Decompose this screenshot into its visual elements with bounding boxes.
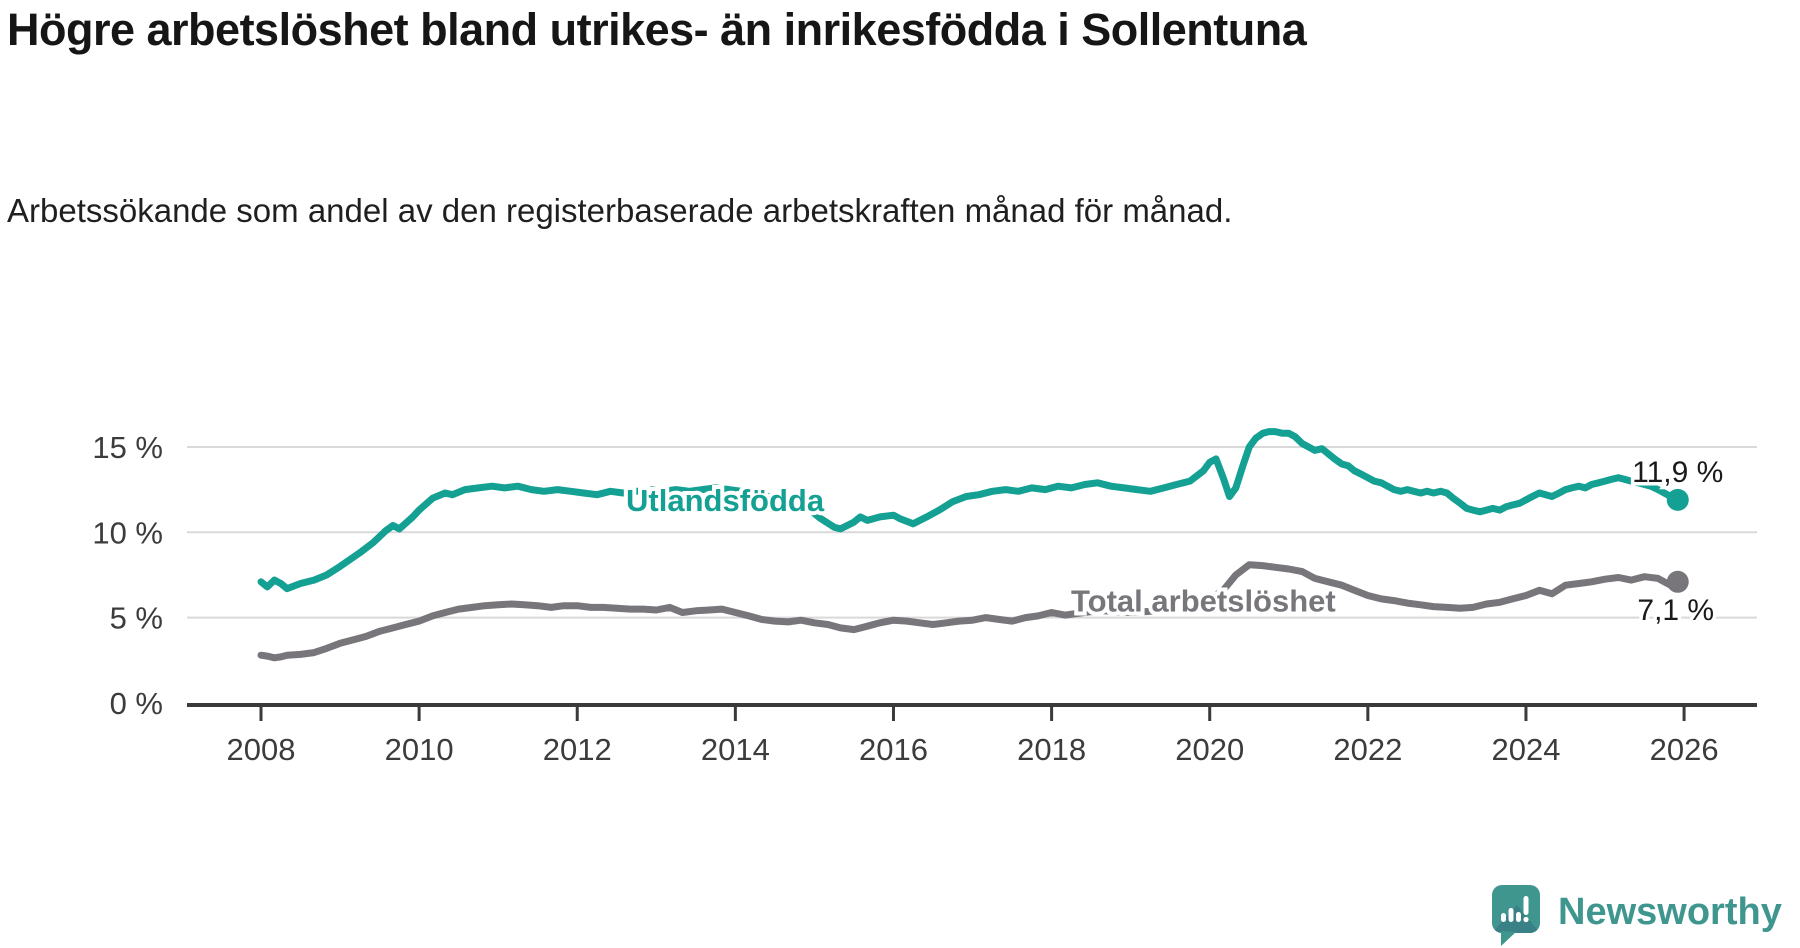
x-axis-tick-label: 2024	[1491, 732, 1560, 767]
series-end-dot	[1666, 570, 1689, 593]
series-inline-label: Total arbetslöshet	[1071, 584, 1336, 619]
y-axis-tick-label: 10 %	[92, 515, 163, 550]
x-axis-tick-label: 2018	[1017, 732, 1086, 767]
series-inline-label: Utlandsfödda	[626, 483, 825, 518]
newsworthy-bars-bubble-icon	[1492, 885, 1540, 946]
series-end-value-label: 7,1 %	[1637, 594, 1714, 627]
series-line-utlandsfodda	[257, 428, 1682, 593]
y-axis-tick-label: 15 %	[92, 430, 163, 465]
y-axis-tick-label: 0 %	[110, 686, 163, 721]
series-line-total-arbetsloshet	[257, 561, 1682, 662]
x-axis-tick-label: 2014	[701, 732, 770, 767]
x-axis-tick-label: 2012	[543, 732, 612, 767]
x-axis-tick-label: 2020	[1175, 732, 1244, 767]
brand-wordmark: Newsworthy	[1558, 891, 1782, 933]
series-end-value-label: 11,9 %	[1632, 456, 1723, 489]
chart-title: Högre arbetslöshet bland utrikes- än inr…	[7, 4, 1307, 55]
chart-subtitle: Arbetssökande som andel av den registerb…	[7, 192, 1233, 229]
x-axis-tick-label: 2026	[1650, 732, 1719, 767]
y-axis-tick-label: 5 %	[110, 601, 163, 636]
branding: Newsworthy	[1490, 885, 1782, 948]
x-axis-tick-label: 2022	[1333, 732, 1402, 767]
x-axis-tick-label: 2008	[227, 732, 296, 767]
x-axis-tick-label: 2016	[859, 732, 928, 767]
series-end-dot	[1666, 488, 1689, 511]
x-axis-tick-label: 2010	[385, 732, 454, 767]
